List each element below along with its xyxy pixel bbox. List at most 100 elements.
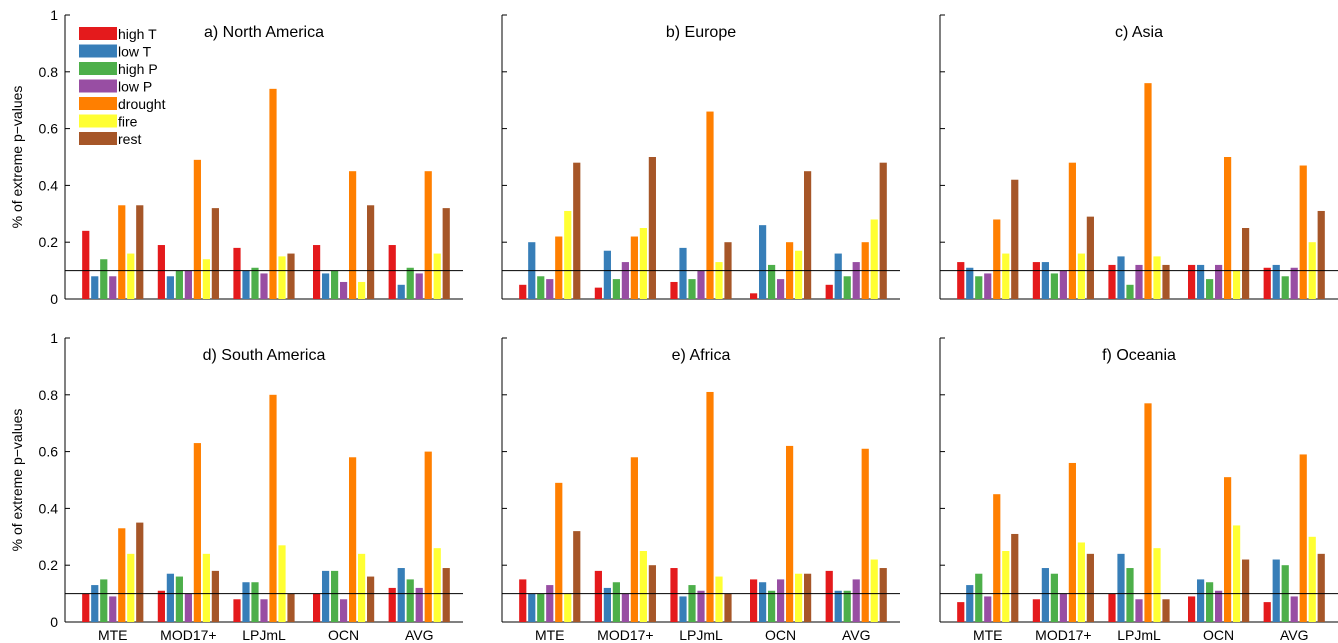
panel-1-bar xyxy=(433,253,441,299)
panel-3-bar xyxy=(1206,279,1214,299)
panel-4-bar xyxy=(260,599,268,622)
panel-6-bar xyxy=(1032,599,1040,622)
panel-4-y-axis-label: % of extreme p−values xyxy=(9,409,25,552)
legend-swatch xyxy=(79,27,117,40)
panel-5-x-tick-label: OCN xyxy=(765,627,796,643)
panel-1-bar xyxy=(242,270,250,299)
panel-1-bar xyxy=(100,259,108,299)
panel-6-bar xyxy=(1197,579,1205,622)
panel-2-bar xyxy=(630,236,638,299)
panel-3-bar xyxy=(1144,83,1152,299)
panel-2-bar xyxy=(834,253,842,299)
panel-1-bar xyxy=(175,270,183,299)
panel-6-bar xyxy=(1077,542,1085,622)
panel-1-bar xyxy=(211,208,219,299)
legend-swatch xyxy=(79,132,117,145)
panel-4-bar xyxy=(157,590,165,622)
panel-3-bar xyxy=(1317,210,1325,299)
panel-1-bar xyxy=(193,159,201,299)
panel-5-bar xyxy=(768,590,776,622)
panel-5-bar xyxy=(612,582,620,622)
panel-2-bar xyxy=(670,281,678,299)
panel-6-bar xyxy=(1117,553,1125,622)
panel-2-bar xyxy=(879,162,887,299)
panel-2-bar xyxy=(715,262,723,299)
panel-3-bar xyxy=(975,276,983,299)
panel-3-bar xyxy=(1272,264,1280,299)
panel-1-bar xyxy=(184,270,192,299)
panel-1-bar xyxy=(269,88,277,299)
panel-5-bar xyxy=(670,568,678,622)
panel-4-bar xyxy=(331,570,339,622)
panel-2-bar xyxy=(603,250,611,299)
panel-4-x-tick-label: MTE xyxy=(98,627,128,643)
panel-3-bar xyxy=(1059,270,1067,299)
panel-4-y-tick-label: 0.8 xyxy=(39,387,59,403)
panel-3-bar xyxy=(1197,264,1205,299)
panel-6-bar xyxy=(957,602,965,622)
panel-4-y-tick-label: 0 xyxy=(50,614,58,630)
panel-3-bar xyxy=(1108,264,1116,299)
panel-3-bar xyxy=(1188,264,1196,299)
panel-5-x-tick-label: MTE xyxy=(535,627,565,643)
panel-2-bar xyxy=(594,287,602,299)
panel-5-bar xyxy=(843,590,851,622)
panel-1-bar xyxy=(260,273,268,299)
legend-swatch xyxy=(79,114,117,128)
panel-4-bar xyxy=(193,443,201,622)
panel-6-bar xyxy=(1206,582,1214,622)
panel-5-bar xyxy=(825,570,833,622)
panel-1-bar xyxy=(313,245,321,299)
panel-3-bar xyxy=(1002,253,1010,299)
panel-4-bar xyxy=(127,553,135,622)
panel-2-bar xyxy=(688,279,696,299)
legend-label: low T xyxy=(118,44,152,60)
panel-6-x-tick-label: MOD17+ xyxy=(1035,627,1091,643)
panel-5-bar xyxy=(861,448,869,622)
panel-3-title: c) Asia xyxy=(1115,24,1163,41)
panel-2-title: b) Europe xyxy=(666,24,736,41)
panel-1-bar xyxy=(251,267,259,299)
panel-1-bar xyxy=(91,276,99,299)
panel-4-bar xyxy=(388,587,396,622)
panel-3-bar xyxy=(1135,264,1143,299)
legend-label: high T xyxy=(118,26,157,42)
panel-4-x-tick-label: MOD17+ xyxy=(160,627,216,643)
panel-1-bar xyxy=(406,267,414,299)
panel-4-bar xyxy=(91,585,99,622)
panel-5-bar xyxy=(573,531,581,622)
panel-1-bar xyxy=(157,245,165,299)
panel-2-bar xyxy=(621,262,629,299)
panel-6-x-tick-label: AVG xyxy=(1280,627,1309,643)
panel-6-bar xyxy=(1011,533,1019,622)
panel-5-bar xyxy=(777,579,785,622)
panel-6-bar xyxy=(1263,602,1271,622)
panel-5-bar xyxy=(528,593,536,622)
panel-6-x-tick-label: LPJmL xyxy=(1117,627,1161,643)
panel-6-bar xyxy=(1050,573,1058,622)
panel-6-title: f) Oceania xyxy=(1102,347,1176,364)
panel-2-bar xyxy=(706,111,714,299)
panel-5-x-tick-label: LPJmL xyxy=(679,627,723,643)
panel-6-bar xyxy=(1233,525,1241,622)
panel-4-bar xyxy=(251,582,259,622)
panel-2-bar xyxy=(564,210,572,299)
panel-3-bar xyxy=(984,273,992,299)
panel-4-y-tick-label: 0.4 xyxy=(39,500,59,516)
panel-2-bar xyxy=(612,279,620,299)
panel-3-bar xyxy=(957,262,965,299)
panel-1-bar xyxy=(388,245,396,299)
panel-4-bar xyxy=(322,570,330,622)
panel-5-bar xyxy=(852,579,860,622)
panel-1-bar xyxy=(233,247,241,299)
panel-2-bar xyxy=(804,171,812,299)
panel-1-y-tick-label: 0.6 xyxy=(39,121,59,137)
panel-4-bar xyxy=(340,599,348,622)
panel-6-bar xyxy=(1224,477,1232,622)
panel-2-bar xyxy=(679,247,687,299)
panel-1-y-tick-label: 0.4 xyxy=(39,177,59,193)
panel-4-bar xyxy=(242,582,250,622)
panel-5-bar xyxy=(724,593,732,622)
panel-1-bar xyxy=(331,270,339,299)
legend-label: high P xyxy=(118,61,158,77)
